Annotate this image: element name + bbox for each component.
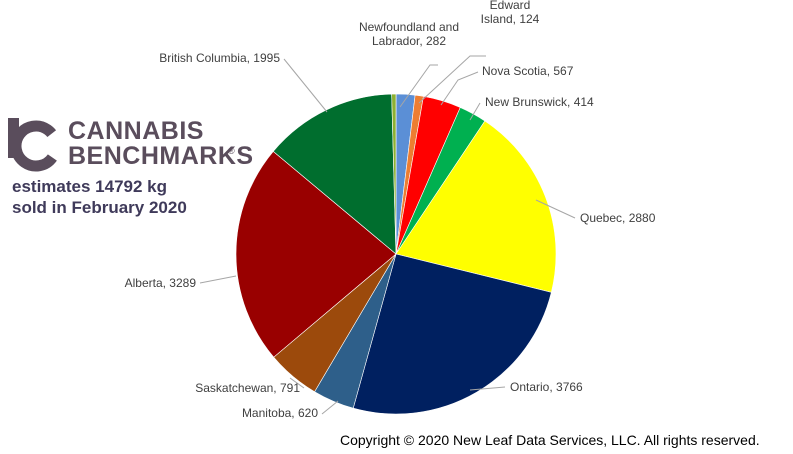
data-label-prince-edward-island-line3: Island, 124 (481, 12, 540, 26)
pie-slice-british-columbia (272, 93, 397, 255)
logo-mark-icon (8, 118, 62, 172)
data-label-newfoundland-and-labrador-line1: Newfoundland and (359, 20, 459, 34)
leader-line-newfoundland-and-labrador (399, 64, 438, 108)
leader-line-ontario (469, 386, 506, 391)
data-label-alberta-line1: Alberta, 3289 (125, 276, 197, 290)
leader-line-nova-scotia (440, 71, 479, 106)
estimate-line2: sold in February 2020 (12, 198, 187, 217)
data-label-prince-edward-island-line2: Edward (490, 0, 531, 12)
leader-line-manitoba (321, 400, 339, 415)
pie-slice-territories (391, 93, 397, 255)
data-label-nova-scotia-line1: Nova Scotia, 567 (482, 64, 574, 78)
data-label-newfoundland-and-labrador-line2: Labrador, 282 (372, 34, 446, 48)
leader-line-british-columbia (283, 58, 328, 113)
pie-leader-lines (199, 55, 576, 415)
data-label-quebec-line1: Quebec, 2880 (580, 211, 656, 225)
leader-line-quebec (535, 199, 576, 219)
leader-line-new-brunswick (469, 102, 481, 121)
leader-line-saskatchewan (289, 377, 305, 389)
logo-text-line2: BENCHMARKS (68, 142, 254, 170)
data-label-new-brunswick-line1: New Brunswick, 414 (485, 95, 594, 109)
copyright-notice: Copyright © 2020 New Leaf Data Services,… (340, 432, 760, 448)
registered-mark: ® (228, 146, 235, 156)
data-label-ontario-line1: Ontario, 3766 (510, 380, 583, 394)
leader-line-prince-edward-island (418, 55, 486, 104)
data-label-british-columbia-line1: British Columbia, 1995 (159, 51, 280, 65)
data-label-saskatchewan-line1: Saskatchewan, 791 (195, 381, 300, 395)
pie-slices (235, 93, 557, 415)
estimate-line1: estimates 14792 kg (12, 177, 167, 196)
pie-slice-ontario (352, 253, 552, 415)
pie-slice-quebec (395, 120, 557, 293)
data-label-manitoba-line1: Manitoba, 620 (242, 406, 318, 420)
leader-line-alberta (199, 275, 237, 284)
logo-text-line1: CANNABIS (68, 117, 204, 145)
pie-slice-alberta (235, 150, 397, 358)
cannabis-benchmarks-logo: CANNABIS BENCHMARKS ® (6, 116, 253, 172)
